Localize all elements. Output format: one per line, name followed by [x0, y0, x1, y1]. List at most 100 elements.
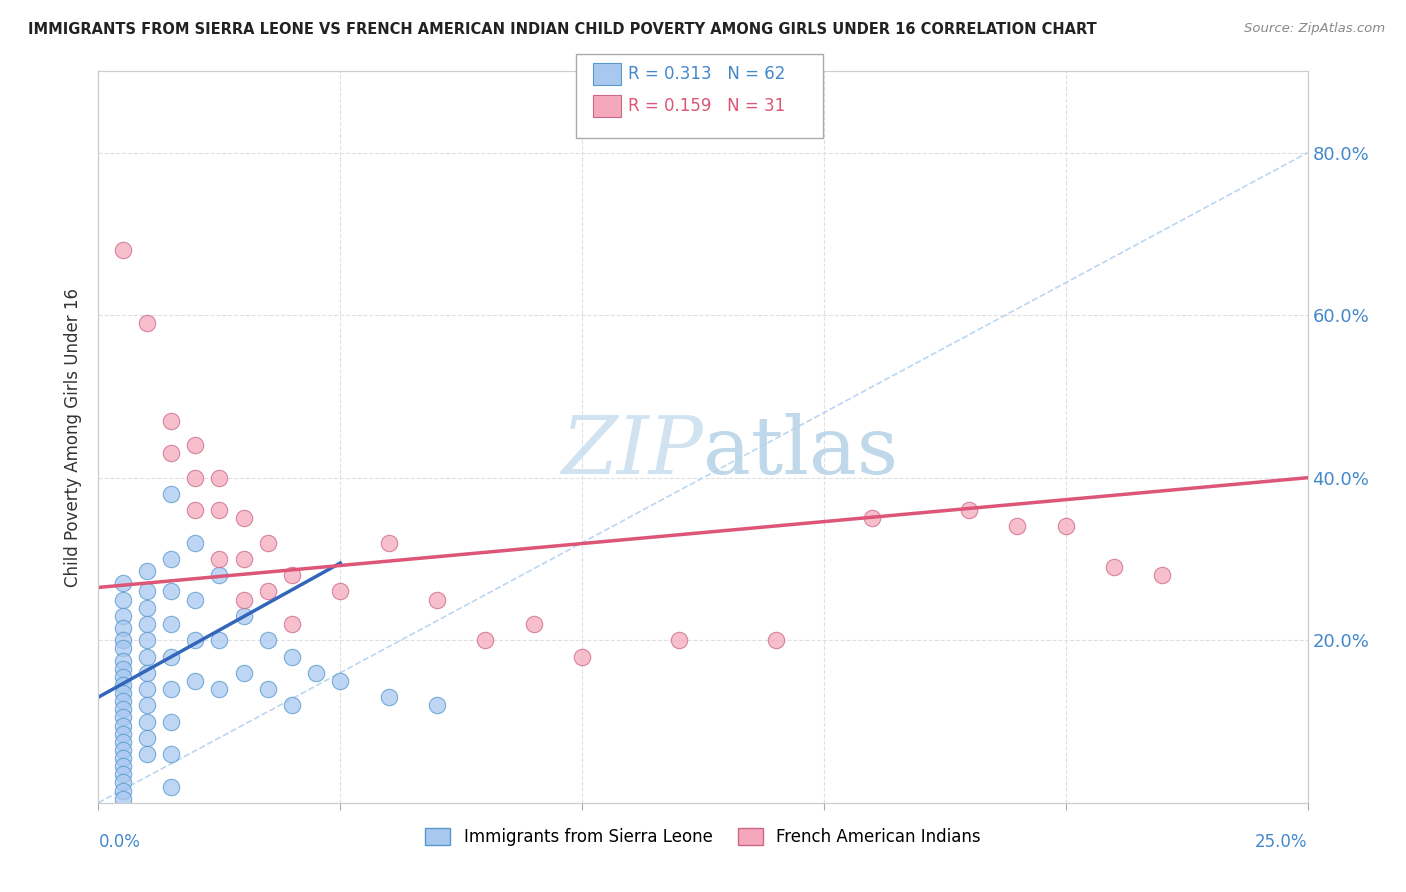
Text: Source: ZipAtlas.com: Source: ZipAtlas.com [1244, 22, 1385, 36]
Point [1007, 519, 1029, 533]
Point [111, 576, 134, 591]
Point [184, 503, 207, 517]
Point [281, 649, 304, 664]
Point [426, 698, 449, 713]
Point [281, 698, 304, 713]
Point [765, 633, 787, 648]
Point [111, 702, 134, 716]
Point [208, 471, 231, 485]
Point [474, 633, 496, 648]
Point [111, 621, 134, 635]
Point [135, 600, 157, 615]
Point [232, 665, 254, 680]
Point [135, 564, 157, 578]
Point [111, 670, 134, 684]
Point [111, 686, 134, 700]
Point [111, 633, 134, 648]
Legend: Immigrants from Sierra Leone, French American Indians: Immigrants from Sierra Leone, French Ame… [419, 822, 987, 853]
Text: ZIP: ZIP [561, 413, 703, 491]
Point [111, 654, 134, 668]
Point [135, 649, 157, 664]
Point [111, 718, 134, 732]
Point [1152, 568, 1174, 582]
Point [208, 681, 231, 696]
Point [111, 694, 134, 708]
Point [135, 617, 157, 632]
Point [305, 665, 328, 680]
Point [184, 633, 207, 648]
Point [111, 710, 134, 724]
Point [184, 673, 207, 688]
Text: 0.0%: 0.0% [98, 833, 141, 851]
Point [111, 743, 134, 757]
Point [957, 503, 980, 517]
Point [160, 487, 183, 501]
Text: 25.0%: 25.0% [1256, 833, 1308, 851]
Point [111, 751, 134, 765]
Point [377, 690, 399, 705]
Point [256, 535, 278, 549]
Point [184, 471, 207, 485]
Point [111, 775, 134, 789]
Point [111, 759, 134, 773]
Point [111, 727, 134, 741]
Text: atlas: atlas [703, 413, 898, 491]
Point [281, 568, 304, 582]
Point [281, 617, 304, 632]
Point [160, 414, 183, 428]
Point [111, 783, 134, 797]
Point [329, 584, 352, 599]
Point [523, 617, 546, 632]
Point [111, 662, 134, 676]
Point [160, 714, 183, 729]
Text: R = 0.313   N = 62: R = 0.313 N = 62 [628, 65, 786, 83]
Point [426, 592, 449, 607]
Point [1054, 519, 1077, 533]
Point [135, 633, 157, 648]
Point [135, 665, 157, 680]
Point [160, 649, 183, 664]
Point [668, 633, 690, 648]
Point [160, 552, 183, 566]
Point [111, 641, 134, 656]
Point [111, 735, 134, 749]
Point [135, 316, 157, 330]
Point [135, 698, 157, 713]
Point [208, 552, 231, 566]
Point [160, 584, 183, 599]
Point [135, 731, 157, 745]
Point [208, 503, 231, 517]
Point [860, 511, 883, 525]
Point [256, 633, 278, 648]
Point [232, 511, 254, 525]
Y-axis label: Child Poverty Among Girls Under 16: Child Poverty Among Girls Under 16 [65, 287, 83, 587]
Point [135, 747, 157, 761]
Point [111, 678, 134, 692]
Point [160, 446, 183, 460]
Text: IMMIGRANTS FROM SIERRA LEONE VS FRENCH AMERICAN INDIAN CHILD POVERTY AMONG GIRLS: IMMIGRANTS FROM SIERRA LEONE VS FRENCH A… [28, 22, 1097, 37]
Point [160, 747, 183, 761]
Point [184, 438, 207, 452]
Point [256, 584, 278, 599]
Point [208, 633, 231, 648]
Point [571, 649, 593, 664]
Point [184, 535, 207, 549]
Point [377, 535, 399, 549]
Point [232, 608, 254, 623]
Point [329, 673, 352, 688]
Point [111, 243, 134, 257]
Point [160, 617, 183, 632]
Point [160, 780, 183, 794]
Point [135, 714, 157, 729]
Point [135, 584, 157, 599]
Point [1102, 560, 1125, 574]
Point [111, 608, 134, 623]
Point [208, 568, 231, 582]
Point [111, 791, 134, 805]
Point [232, 592, 254, 607]
Point [256, 681, 278, 696]
Text: R = 0.159   N = 31: R = 0.159 N = 31 [628, 97, 786, 115]
Point [135, 681, 157, 696]
Point [184, 592, 207, 607]
Point [111, 767, 134, 781]
